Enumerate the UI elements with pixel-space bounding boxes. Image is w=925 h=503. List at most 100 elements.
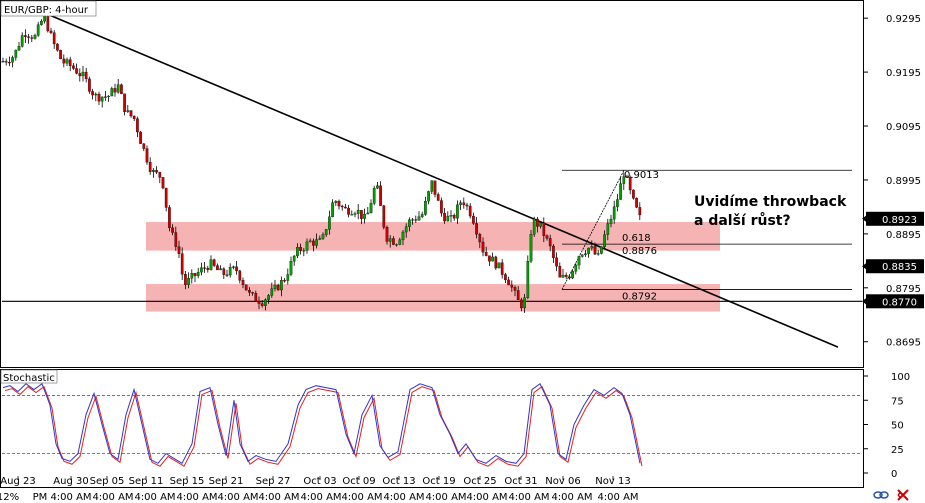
candle-body-159 [510, 284, 514, 288]
time-label-4: 4:00 AM [134, 492, 175, 503]
candle-body-48 [155, 170, 158, 173]
price-badge-arrow-0 [862, 215, 866, 222]
candle-body-101 [324, 229, 328, 235]
candle-body-24 [78, 73, 82, 77]
candle-body-158 [507, 279, 510, 286]
candle-body-61 [196, 271, 200, 276]
candle-body-119 [382, 205, 386, 228]
price-badge-bg-0 [866, 211, 924, 226]
candle-body-177 [568, 276, 571, 279]
candle-body-82 [264, 299, 267, 306]
annotation-line-1: Uvidíme throwback [694, 194, 847, 210]
candle-body-21 [68, 59, 72, 66]
candle-body-162 [520, 299, 523, 309]
candle-body-117 [376, 185, 379, 189]
candle-body-135 [433, 180, 437, 195]
candle-body-68 [219, 268, 222, 271]
date-label-3: Sep 11 [129, 476, 164, 487]
time-label-9: 4:00 AM [341, 492, 382, 503]
candle-body-15 [49, 30, 53, 33]
candle-body-100 [321, 234, 325, 239]
candle-body-69 [222, 268, 226, 275]
candle-body-50 [161, 177, 165, 189]
candle-body-151 [484, 251, 488, 256]
fib-label-low: 0.8792 [622, 291, 657, 302]
candle-body-109 [350, 214, 354, 216]
candle-body-188 [603, 234, 606, 248]
candle-body-154 [494, 256, 498, 269]
candle-body-185 [593, 246, 597, 255]
candle-body-26 [84, 71, 88, 80]
candle-body-34 [110, 88, 114, 97]
candle-body-47 [152, 170, 155, 172]
candle-body-9 [30, 37, 34, 39]
date-label-5: Sep 21 [209, 476, 244, 487]
time-label-13: 4:00 AM [508, 492, 549, 503]
candle-body-40 [129, 110, 133, 117]
candle-body-128 [411, 219, 414, 221]
candle-body-81 [260, 303, 264, 306]
candle-body-77 [248, 290, 251, 293]
candle-body-141 [452, 215, 456, 219]
date-label-13: Nov 06 [545, 476, 580, 487]
price-badge-text-1: 0.8835 [882, 262, 917, 273]
candle-body-19 [62, 58, 66, 64]
candle-body-65 [209, 259, 213, 270]
candle-body-127 [408, 219, 411, 227]
close-icon[interactable] [897, 489, 909, 501]
support-zone-1 [146, 222, 720, 251]
candle-body-137 [440, 200, 443, 214]
candle-body-59 [190, 273, 194, 279]
date-label-2: Sep 05 [90, 476, 125, 487]
candle-body-105 [337, 200, 341, 207]
candle-body-85 [273, 284, 277, 289]
time-label-7: 4:00 AM [258, 492, 299, 503]
candle-body-33 [107, 95, 110, 97]
candle-body-94 [302, 250, 306, 252]
candle-body-122 [392, 238, 395, 245]
candle-body-191 [612, 206, 616, 220]
candle-body-169 [542, 222, 546, 236]
candle-body-92 [296, 247, 299, 257]
price-tick-label-1: 0.9195 [886, 68, 921, 79]
price-tick-label-0: 0.9295 [886, 14, 921, 25]
candle-body-123 [395, 244, 398, 246]
date-label-4: Sep 15 [170, 476, 205, 487]
candle-body-17 [56, 43, 59, 51]
stoch-tick-label-0: 100 [891, 372, 910, 383]
link-icon[interactable] [873, 491, 889, 499]
candle-body-143 [459, 202, 462, 205]
candle-body-186 [596, 253, 600, 255]
candle-body-36 [116, 84, 120, 93]
candle-body-132 [424, 201, 427, 215]
candle-body-43 [139, 131, 142, 144]
candle-body-83 [267, 295, 270, 300]
candle-body-145 [465, 204, 469, 207]
candle-body-31 [100, 96, 104, 102]
price-tick-label-4: 0.8895 [886, 230, 921, 241]
stoch-tick-label-4: 0 [891, 469, 897, 480]
fib-label-618-price: 0.8876 [622, 246, 657, 257]
candle-body-183 [587, 247, 590, 254]
date-label-12: Oct 31 [504, 476, 537, 487]
candle-body-126 [404, 226, 408, 233]
stochastic-title-box [0, 369, 58, 384]
candle-body-161 [516, 290, 520, 301]
candle-body-20 [65, 59, 69, 64]
date-label-8: Oct 09 [342, 476, 375, 487]
candle-body-96 [308, 240, 312, 243]
candle-body-157 [504, 274, 507, 281]
candle-body-139 [446, 216, 450, 222]
candle-body-0 [1, 61, 5, 63]
candle-body-8 [27, 36, 30, 38]
candle-body-136 [436, 194, 440, 201]
stoch-tick-label-2: 50 [891, 421, 904, 432]
candle-body-193 [619, 183, 622, 200]
candle-body-106 [340, 205, 344, 208]
candle-body-166 [532, 218, 536, 235]
time-label-2: 4:00 AM [50, 492, 91, 503]
date-label-9: Oct 13 [382, 476, 415, 487]
time-label-14: 4:00 AM [551, 492, 592, 503]
candle-body-113 [363, 213, 366, 219]
candle-body-72 [232, 266, 235, 268]
